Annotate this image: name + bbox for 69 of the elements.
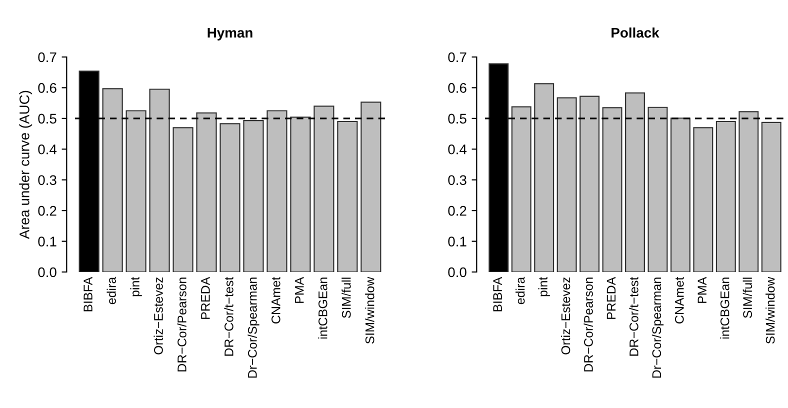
bar: [266, 110, 288, 272]
bar: [761, 122, 782, 272]
bar: [670, 118, 690, 272]
bar: [102, 88, 123, 272]
x-tick-label: DR−Cor/t−test: [224, 276, 234, 356]
x-tick-label: edira: [106, 276, 116, 304]
y-tick-label: 0.5: [38, 114, 56, 124]
bar: [738, 111, 759, 272]
x-tick-label: SIM/window: [365, 276, 374, 344]
bar: [625, 92, 645, 272]
bar: [556, 97, 577, 272]
x-tick-label: intCBGEan: [720, 278, 730, 339]
x-tick-label: edira: [516, 276, 525, 304]
x-tick-label: DR−Cor/t−test: [629, 276, 638, 356]
bar: [580, 96, 600, 272]
y-tick-label: 0.0: [38, 267, 56, 278]
y-tick-label: 0.2: [38, 206, 56, 216]
y-tick-label: 0.1: [38, 236, 56, 246]
x-tick-label: CNAmet: [271, 276, 280, 324]
x-tick-label: pint: [538, 276, 550, 296]
y-axis-title: Area under curve (AUC): [19, 90, 32, 239]
y-tick-label: 0.1: [448, 236, 466, 246]
chart-title: Pollack: [612, 27, 660, 38]
bar: [220, 123, 240, 272]
bar: [243, 120, 264, 272]
x-tick-label: intCBGEan: [318, 278, 328, 339]
y-tick-label: 0.5: [448, 114, 466, 124]
y-tick-label: 0.7: [38, 52, 56, 62]
bar: [648, 106, 668, 272]
x-tick-label: pint: [130, 276, 142, 296]
x-tick-label: Ortiz−Estevez: [154, 277, 163, 354]
x-tick-label: SIM/full: [342, 278, 351, 318]
x-tick-label: PMA: [698, 276, 706, 303]
bar: [602, 107, 622, 272]
chart-title: Hyman: [208, 28, 252, 40]
y-tick-label: 0.3: [448, 175, 466, 186]
y-tick-label: 0.6: [38, 83, 56, 93]
bar: [511, 106, 532, 272]
y-tick-label: 0.4: [448, 144, 467, 154]
x-tick-label: Ortiz−Estevez: [560, 277, 570, 354]
y-tick-label: 0.4: [38, 144, 57, 154]
bar: [290, 116, 311, 272]
bar: [149, 88, 170, 272]
bar: [693, 127, 714, 272]
y-tick-label: 0.0: [448, 267, 466, 278]
x-tick-label: SIM/window: [766, 276, 775, 344]
x-tick-label: Dr−Cor/Spearman: [248, 278, 260, 378]
y-tick-label: 0.6: [448, 83, 466, 93]
x-tick-label: DR−Cor/Pearson: [584, 278, 593, 372]
x-tick-label: BIBFA: [84, 276, 92, 312]
x-tick-label: DR−Cor/Pearson: [177, 278, 186, 372]
x-tick-label: PREDA: [606, 276, 616, 319]
bar: [337, 120, 358, 272]
x-tick-label: PMA: [295, 276, 304, 303]
y-tick-label: 0.2: [448, 206, 466, 216]
bar: [172, 127, 194, 272]
y-tick-label: 0.3: [38, 175, 56, 186]
bar: [360, 102, 382, 272]
y-tick-label: 0.7: [448, 52, 466, 62]
x-tick-label: SIM/full: [742, 278, 752, 318]
bar: [534, 83, 554, 272]
x-tick-label: CNAmet: [674, 276, 684, 324]
bar: [196, 112, 217, 272]
bar: [716, 120, 736, 272]
bar: [314, 106, 334, 272]
bar: [126, 110, 146, 272]
x-tick-label: Dr−Cor/Spearman: [652, 278, 664, 378]
x-tick-label: BIBFA: [493, 276, 502, 312]
x-tick-label: PREDA: [201, 276, 210, 319]
